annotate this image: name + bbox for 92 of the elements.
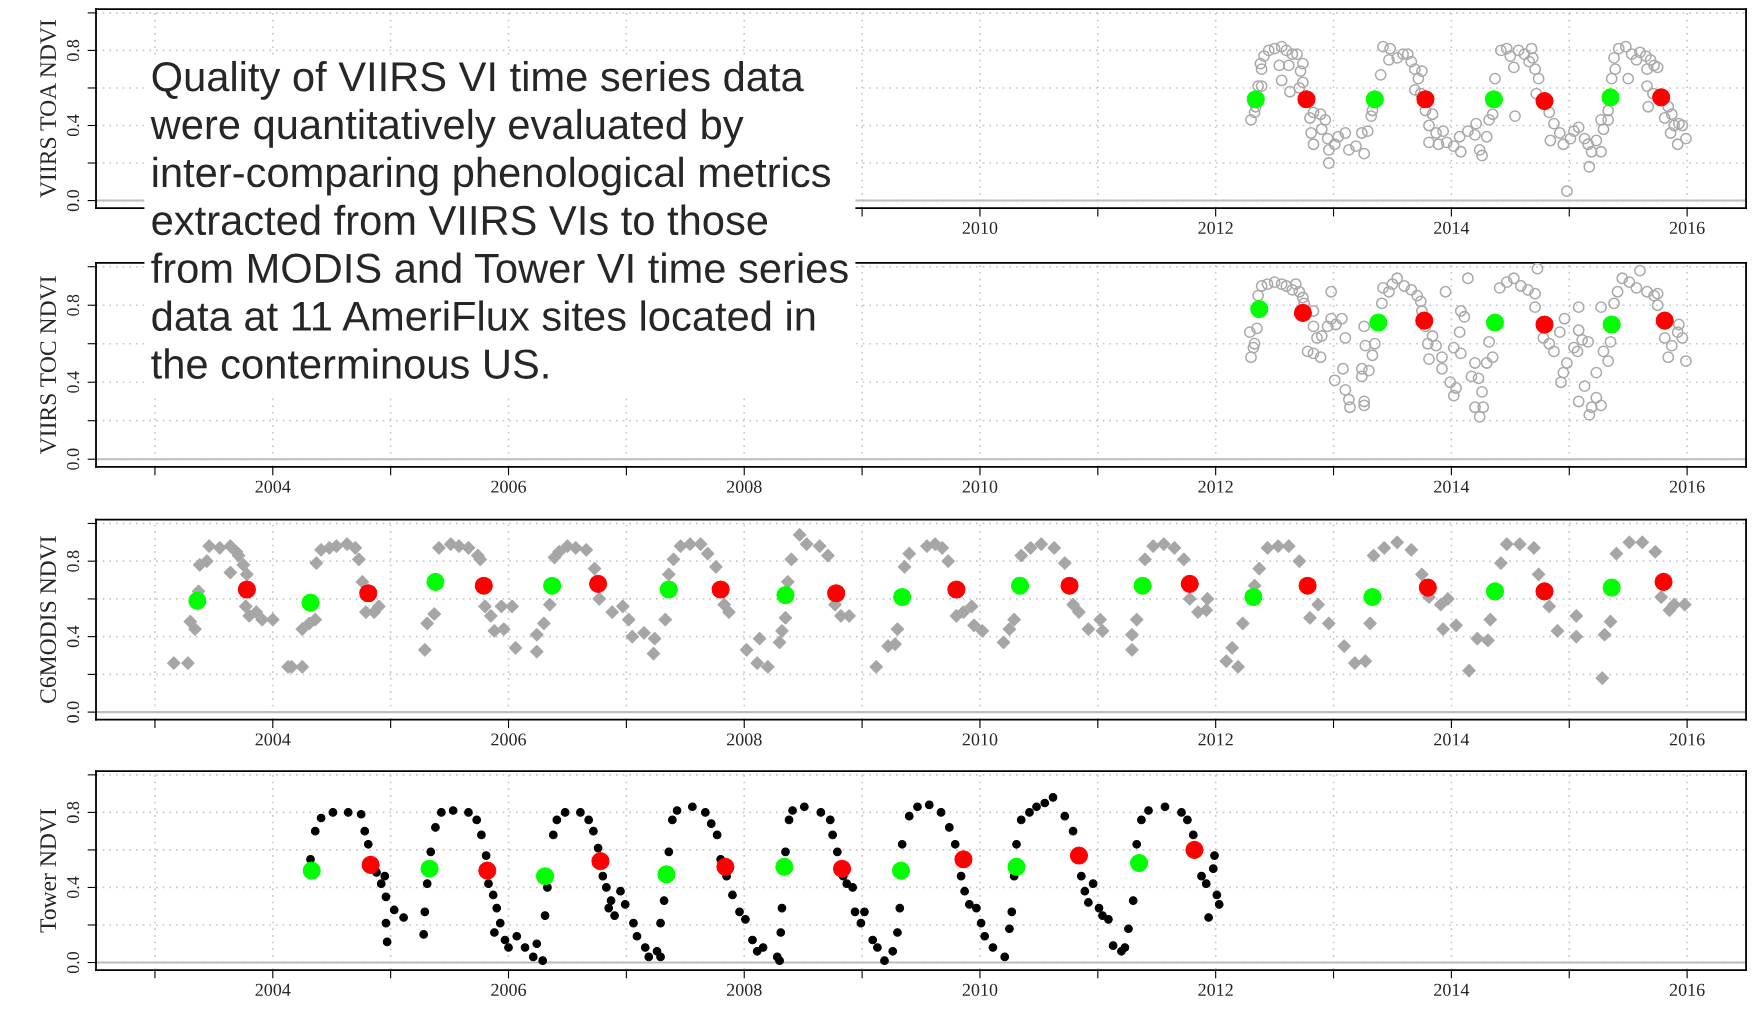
point bbox=[659, 580, 678, 599]
point bbox=[478, 861, 497, 880]
x-tick-label: 2014 bbox=[1434, 733, 1470, 746]
x-tick-label: 2010 bbox=[962, 733, 998, 746]
y-tick-label: 0.8 bbox=[66, 801, 80, 823]
x-tick-label: 2012 bbox=[1198, 983, 1233, 996]
point bbox=[591, 852, 610, 871]
point bbox=[1369, 313, 1388, 332]
point bbox=[1415, 311, 1434, 330]
point bbox=[711, 580, 730, 599]
x-tick-label: 2012 bbox=[1198, 221, 1233, 234]
point bbox=[1363, 587, 1382, 607]
x-tick-label: 2014 bbox=[1434, 221, 1470, 234]
x-tick-label: 2006 bbox=[491, 733, 527, 746]
y-tick-label: 0.4 bbox=[66, 371, 80, 393]
point bbox=[1535, 582, 1554, 601]
y-tick-label: 0.0 bbox=[66, 951, 80, 974]
x-tick-label: 2012 bbox=[1198, 480, 1233, 493]
point bbox=[657, 865, 676, 884]
point bbox=[893, 587, 912, 607]
point bbox=[1485, 313, 1505, 332]
point bbox=[1602, 578, 1621, 597]
point bbox=[947, 580, 966, 599]
point bbox=[1185, 840, 1204, 859]
point bbox=[775, 857, 794, 876]
point bbox=[1244, 587, 1263, 607]
x-tick-label: 2006 bbox=[491, 983, 527, 996]
x-tick-label: 2004 bbox=[255, 733, 291, 746]
x-tick-label: 2008 bbox=[726, 983, 762, 996]
point bbox=[954, 850, 973, 869]
point bbox=[1010, 576, 1030, 595]
x-tick-label: 2004 bbox=[255, 983, 291, 996]
point bbox=[359, 584, 378, 603]
point bbox=[1602, 315, 1621, 334]
point bbox=[589, 574, 608, 593]
point bbox=[1060, 576, 1079, 595]
point bbox=[361, 855, 380, 874]
y-tick-label: 0.8 bbox=[66, 294, 80, 316]
point bbox=[891, 861, 911, 880]
x-tick-label: 2016 bbox=[1669, 221, 1705, 234]
point bbox=[301, 593, 320, 612]
x-tick-label: 2008 bbox=[726, 480, 762, 493]
point bbox=[1133, 576, 1152, 595]
x-tick-label: 2004 bbox=[255, 480, 291, 493]
y-tick-label: 0.8 bbox=[66, 550, 80, 572]
point bbox=[420, 859, 439, 878]
y-axis-title: VIIRS TOC NDVI bbox=[40, 276, 57, 455]
point bbox=[535, 867, 555, 886]
point bbox=[1180, 574, 1199, 593]
point bbox=[776, 586, 795, 605]
x-tick-label: 2014 bbox=[1434, 480, 1470, 493]
point bbox=[833, 859, 852, 878]
x-tick-label: 2010 bbox=[962, 480, 998, 493]
y-tick-label: 0.4 bbox=[66, 876, 80, 899]
point bbox=[474, 576, 493, 595]
y-axis-title: C6MODIS NDVI bbox=[40, 536, 57, 703]
y-tick-label: 0.4 bbox=[66, 114, 80, 137]
annotation: Quality of VIIRS VI time series data were quantitatively evaluated by inter-comparing phenological metrics extracted from VIIRS VIs to those from MODIS and Tower VI time series data at 11 AmeriFlux sites located in the conterminous US. bbox=[150, 60, 848, 379]
point bbox=[1654, 572, 1673, 591]
point bbox=[543, 576, 562, 595]
point bbox=[302, 861, 321, 880]
point bbox=[1130, 853, 1149, 873]
x-tick-label: 2006 bbox=[491, 480, 527, 493]
point bbox=[716, 857, 735, 876]
x-tick-label: 2010 bbox=[962, 983, 998, 996]
x-tick-label: 2012 bbox=[1198, 733, 1233, 746]
x-tick-label: 2008 bbox=[726, 733, 762, 746]
point bbox=[1655, 311, 1674, 330]
point bbox=[426, 572, 445, 591]
point bbox=[1418, 578, 1437, 597]
point bbox=[1069, 846, 1089, 865]
x-tick-label: 2014 bbox=[1434, 983, 1470, 996]
point bbox=[237, 580, 256, 599]
x-tick-label: 2016 bbox=[1669, 983, 1705, 996]
y-tick-label: 0.0 bbox=[66, 189, 80, 212]
point bbox=[1250, 300, 1269, 319]
y-tick-label: 0.0 bbox=[66, 701, 80, 723]
x-tick-label: 2010 bbox=[962, 221, 998, 234]
point bbox=[1007, 857, 1026, 876]
y-tick-label: 0.0 bbox=[66, 448, 80, 470]
x-tick-label: 2016 bbox=[1669, 733, 1705, 746]
y-axis-title: VIIRS TOA NDVI bbox=[40, 20, 57, 198]
y-tick-label: 0.4 bbox=[66, 625, 80, 648]
point bbox=[188, 591, 207, 610]
point bbox=[1535, 315, 1554, 334]
point bbox=[1293, 303, 1312, 322]
point bbox=[827, 584, 846, 603]
point bbox=[1298, 576, 1317, 595]
y-axis-title: Tower NDVI bbox=[40, 808, 57, 933]
x-tick-label: 2016 bbox=[1669, 480, 1705, 493]
point bbox=[1485, 582, 1505, 601]
y-tick-label: 0.8 bbox=[66, 39, 80, 62]
